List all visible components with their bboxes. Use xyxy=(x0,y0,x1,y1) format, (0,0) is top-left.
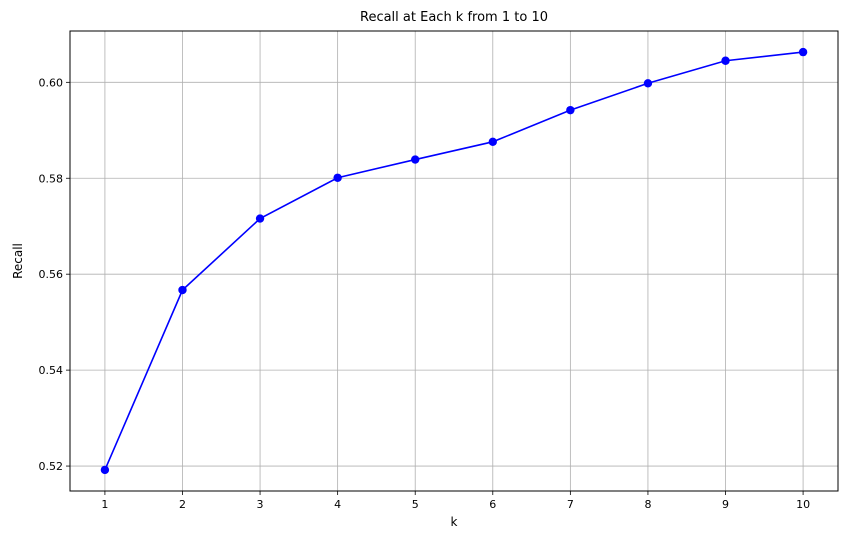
data-point xyxy=(798,47,808,57)
data-point xyxy=(643,79,653,88)
x-tick-label: 5 xyxy=(412,498,419,511)
grid-layer xyxy=(70,31,838,491)
data-point xyxy=(721,56,730,65)
x-tick-label: 3 xyxy=(257,498,264,511)
x-tick-label: 1 xyxy=(101,498,108,511)
x-axis-label: k xyxy=(451,515,458,529)
data-point xyxy=(100,465,110,475)
data-point xyxy=(178,285,187,295)
x-tick-label: 6 xyxy=(489,498,496,511)
y-tick-label: 0.58 xyxy=(39,172,64,185)
series-line xyxy=(104,51,804,471)
data-point xyxy=(566,105,575,115)
x-tick-label: 2 xyxy=(179,498,186,511)
data-point xyxy=(488,137,497,147)
tick-layer: 1 2 3 4 5 6 7 8 9 10 0.52 0.54 0.56 0.58 0.60 xyxy=(39,76,811,511)
y-tick-label: 0.52 xyxy=(39,460,64,473)
x-tick-label: 10 xyxy=(796,498,810,511)
data-point xyxy=(411,155,420,164)
x-tick-label: 7 xyxy=(567,498,574,511)
y-tick-label: 0.60 xyxy=(39,76,64,89)
x-tick-label: 9 xyxy=(722,498,729,511)
data-point xyxy=(255,214,265,223)
y-tick-label: 0.54 xyxy=(39,364,64,377)
series-layer xyxy=(100,47,808,475)
chart-title: Recall at Each k from 1 to 10 xyxy=(360,10,548,25)
x-tick-label: 4 xyxy=(334,498,341,511)
plot-frame xyxy=(69,30,839,492)
x-tick-label: 8 xyxy=(644,498,651,511)
data-point xyxy=(333,173,342,182)
y-axis-label: Recall xyxy=(11,243,25,279)
y-tick-label: 0.56 xyxy=(39,268,64,281)
